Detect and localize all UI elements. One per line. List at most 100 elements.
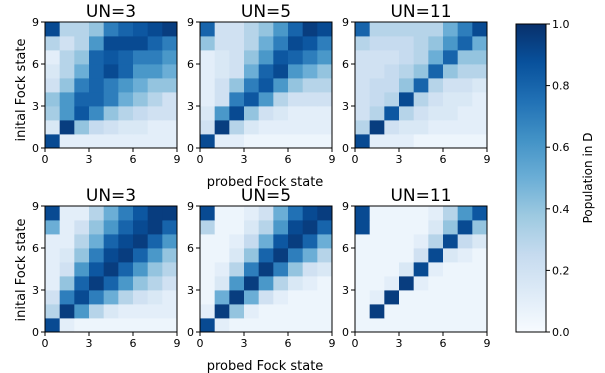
heatmap-cell — [399, 220, 415, 235]
y-tick-label: 0 — [187, 326, 194, 339]
heatmap-cell — [317, 276, 333, 291]
heatmap-cell — [317, 134, 333, 149]
heatmap-cell — [147, 120, 163, 135]
heatmap-cell — [214, 134, 230, 149]
heatmap-cell — [413, 318, 429, 333]
heatmap-cell — [369, 234, 385, 249]
heatmap-cell — [200, 276, 216, 291]
y-tick-label: 3 — [32, 284, 39, 297]
heatmap-cell — [74, 50, 90, 65]
heatmap-cell — [457, 36, 473, 51]
heatmap-cell — [214, 78, 230, 93]
heatmap-cell — [443, 64, 459, 79]
heatmap-cell — [229, 262, 245, 277]
heatmap-cell — [244, 36, 260, 51]
heatmap-cell — [147, 262, 163, 277]
heatmap-cell — [413, 276, 429, 291]
panel-title: UN=5 — [241, 186, 291, 206]
heatmap-cell — [147, 22, 163, 37]
heatmap-cell — [413, 22, 429, 37]
heatmap-cell — [258, 22, 274, 37]
heatmap-cell — [147, 276, 163, 291]
heatmap-cell — [288, 304, 304, 319]
heatmap-cell — [118, 220, 134, 235]
heatmap-cell — [443, 220, 459, 235]
heatmap-cell — [457, 50, 473, 65]
heatmap-cell — [244, 248, 260, 263]
heatmap-cell — [103, 234, 119, 249]
heatmap-cell — [103, 78, 119, 93]
heatmap-cell — [229, 304, 245, 319]
heatmap-cell — [413, 262, 429, 277]
heatmap-cell — [428, 262, 444, 277]
heatmap-cell — [162, 304, 178, 319]
x-tick-label: 3 — [396, 337, 403, 350]
row2-ylabel: inital Fock state — [14, 219, 29, 322]
heatmap-cell — [133, 248, 149, 263]
y-tick-label: 6 — [32, 242, 39, 255]
heatmap-cell — [118, 64, 134, 79]
heatmap-cell — [384, 220, 400, 235]
heatmap-cell — [200, 248, 216, 263]
heatmap-cell — [384, 50, 400, 65]
heatmap-cell — [244, 120, 260, 135]
heatmap-cell — [133, 206, 149, 221]
heatmap-cell — [273, 78, 289, 93]
panel-frame — [199, 21, 333, 149]
x-tick-label: 3 — [396, 153, 403, 166]
heatmap-cell — [302, 206, 318, 221]
heatmap-cell — [288, 234, 304, 249]
heatmap-cell — [59, 318, 75, 333]
heatmap-cell — [317, 248, 333, 263]
heatmap-cell — [162, 120, 178, 135]
colorbar-tick-label: 1.0 — [552, 18, 570, 31]
heatmap-cell — [457, 120, 473, 135]
y-tick-label: 3 — [342, 100, 349, 113]
y-tick-label: 6 — [32, 58, 39, 71]
heatmap-cell — [317, 64, 333, 79]
heatmap-cell — [399, 106, 415, 121]
heatmap-cell — [74, 64, 90, 79]
heatmap-cell — [355, 106, 371, 121]
x-tick-label: 6 — [285, 153, 292, 166]
heatmap-cell — [413, 290, 429, 305]
heatmap-cell — [147, 220, 163, 235]
heatmap-cell — [133, 304, 149, 319]
heatmap-cell — [428, 78, 444, 93]
heatmap-cell — [355, 120, 371, 135]
heatmap-cell — [74, 248, 90, 263]
heatmap-cell — [258, 290, 274, 305]
y-tick-label: 9 — [342, 200, 349, 213]
heatmap-cell — [443, 304, 459, 319]
heatmap-cell — [273, 304, 289, 319]
heatmap-cell — [147, 248, 163, 263]
heatmap-cell — [162, 262, 178, 277]
heatmap-cell — [162, 92, 178, 107]
heatmap-cell — [369, 36, 385, 51]
heatmap-cell — [384, 290, 400, 305]
x-tick-label: 6 — [130, 153, 137, 166]
heatmap-cell — [74, 78, 90, 93]
heatmap-cell — [273, 106, 289, 121]
heatmap-cell — [399, 134, 415, 149]
heatmap-cell — [133, 50, 149, 65]
heatmap-cell — [103, 248, 119, 263]
heatmap-panel-4: UN=3 0 3 6 9 0 3 6 9 — [32, 186, 181, 350]
heatmap-cell — [133, 262, 149, 277]
heatmap-cell — [384, 276, 400, 291]
heatmap-cell — [45, 290, 61, 305]
heatmap-cell — [162, 290, 178, 305]
heatmap-cell — [118, 50, 134, 65]
heatmap-cell — [384, 318, 400, 333]
heatmap-cell — [355, 92, 371, 107]
heatmap-cell — [200, 262, 216, 277]
heatmap-cell — [258, 50, 274, 65]
heatmap-cell — [472, 22, 488, 37]
heatmap-cell — [384, 106, 400, 121]
heatmap-cell — [133, 220, 149, 235]
heatmap-cell — [103, 276, 119, 291]
heatmap-cell — [384, 134, 400, 149]
heatmap-cell — [229, 50, 245, 65]
heatmap-cell — [162, 318, 178, 333]
y-tick-label: 0 — [187, 142, 194, 155]
